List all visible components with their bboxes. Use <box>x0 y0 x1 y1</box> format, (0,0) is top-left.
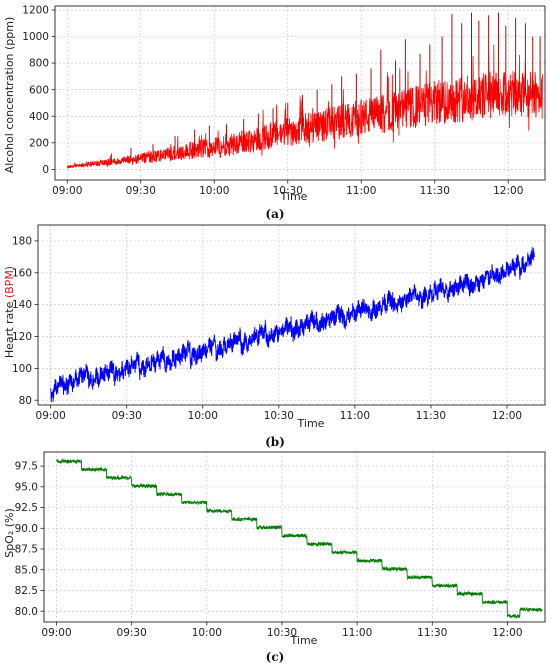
y-tick-label: 90.0 <box>15 523 38 535</box>
plot-frame <box>37 224 546 406</box>
x-tick-label: 10:30 <box>273 185 303 197</box>
plot-frame <box>54 5 546 181</box>
heart-rate-grid <box>38 225 545 405</box>
x-tick-label: 12:00 <box>493 185 523 197</box>
y-tick-label: 0 <box>42 164 49 176</box>
x-tick-label: 10:30 <box>267 627 297 639</box>
x-tick-label: 09:00 <box>41 627 71 639</box>
y-tick-label: 92.5 <box>15 502 38 514</box>
heart-rate-series <box>50 247 535 403</box>
x-tick-label: 12:00 <box>492 410 522 422</box>
y-tick-label: 1200 <box>22 5 49 17</box>
x-tick-label: 11:30 <box>420 185 450 197</box>
alcohol-x-axis-label: Time <box>280 190 308 203</box>
y-tick-label: 80.0 <box>15 606 38 618</box>
y-tick-label: 87.5 <box>15 544 38 556</box>
x-tick-label: 11:00 <box>346 185 376 197</box>
y-tick-label: 600 <box>29 84 49 96</box>
x-tick-label: 10:30 <box>264 410 294 422</box>
alcohol-x-ticks: 09:00 09:30 10:00 10:30 11:00 11:30 12:00 <box>52 180 523 197</box>
y-tick-label: 95.0 <box>15 481 38 493</box>
alcohol-line <box>66 44 543 170</box>
heart-rate-y-axis-label-unit: (BPM) <box>3 266 16 298</box>
panel-label-c: (c) <box>266 650 285 664</box>
x-tick-label: 10:00 <box>188 410 218 422</box>
spo2-series <box>56 457 543 619</box>
plot-frame <box>43 451 546 623</box>
heart-rate-x-ticks: 09:00 09:30 10:00 10:30 11:00 11:30 12:00 <box>36 405 522 422</box>
alcohol-concentration-chart: 0 200 400 600 800 1000 1200 09:00 09:30 10:00 10:… <box>3 5 546 221</box>
y-tick-label: 82.5 <box>15 585 38 597</box>
heart-rate-x-axis-label: Time <box>297 417 325 430</box>
alcohol-y-axis-label: Alcohol concentration (ppm) <box>3 17 16 174</box>
heart-rate-chart: 80 100 120 140 160 180 09:00 09:30 10:00 10:30 11… <box>3 224 546 449</box>
x-tick-label: 10:00 <box>199 185 229 197</box>
y-tick-label: 85.0 <box>15 564 38 576</box>
x-tick-label: 11:30 <box>416 410 446 422</box>
spo2-x-axis-label: Time <box>290 634 318 647</box>
spo2-chart: 80.082.585.087.590.092.595.097.5 09:00 09… <box>3 451 546 664</box>
x-tick-label: 09:30 <box>112 410 142 422</box>
panel-label-a: (a) <box>265 207 284 221</box>
spo2-y-axis-label: SpO₂ (%) <box>3 508 16 558</box>
x-tick-label: 11:30 <box>417 627 447 639</box>
y-tick-label: 140 <box>12 299 32 311</box>
x-tick-label: 11:00 <box>340 410 370 422</box>
y-tick-label: 97.5 <box>15 461 38 473</box>
y-tick-label: 200 <box>29 137 49 149</box>
spo2-frame <box>43 451 546 623</box>
spo2-x-ticks: 09:00 09:30 10:00 10:30 11:00 11:30 12:00 <box>41 622 523 639</box>
heart-rate-y-axis-label-text: Heart rate <box>3 298 16 358</box>
x-tick-label: 12:00 <box>492 627 522 639</box>
alcohol-series <box>66 12 543 170</box>
alcohol-frame <box>54 5 546 181</box>
spo2-y-ticks: 80.0 82.5 85.0 87.5 90.0 92.5 95.0 97.5 <box>15 461 44 618</box>
x-tick-label: 09:30 <box>126 185 156 197</box>
y-tick-label: 1000 <box>22 31 49 43</box>
y-tick-label: 180 <box>12 236 32 248</box>
x-tick-label: 09:30 <box>117 627 147 639</box>
heart-rate-line <box>50 247 535 403</box>
heart-rate-frame <box>37 224 546 406</box>
y-tick-label: 100 <box>12 363 32 375</box>
x-tick-label: 11:00 <box>342 627 372 639</box>
heart-rate-y-axis-label: Heart rate (BPM) <box>3 266 16 358</box>
y-tick-label: 80 <box>19 395 32 407</box>
x-tick-label: 09:00 <box>36 410 66 422</box>
heart-rate-y-ticks: 80 100 120 140 160 180 <box>12 236 38 407</box>
x-tick-label: 09:00 <box>52 185 82 197</box>
spo2-grid <box>44 452 545 622</box>
x-tick-label: 10:00 <box>192 627 222 639</box>
alcohol-y-ticks: 0 200 400 600 800 1000 1200 <box>22 5 55 176</box>
spo2-line <box>56 457 543 619</box>
y-tick-label: 120 <box>12 331 32 343</box>
y-tick-label: 400 <box>29 111 49 123</box>
y-tick-label: 800 <box>29 58 49 70</box>
panel-label-b: (b) <box>265 435 285 449</box>
y-tick-label: 160 <box>12 267 32 279</box>
